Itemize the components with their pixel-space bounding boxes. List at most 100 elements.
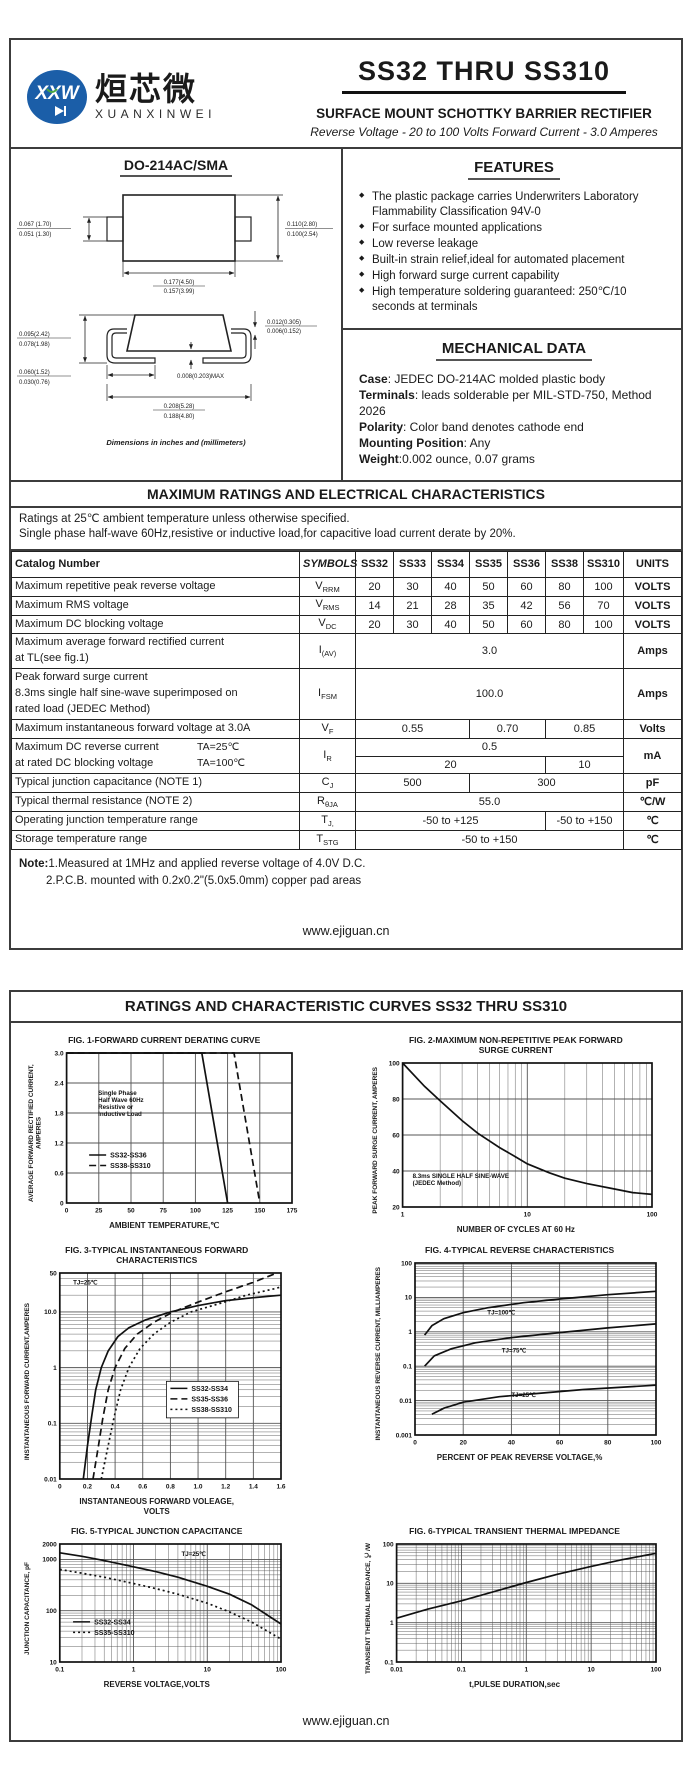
table-parameter-cell: Maximum DC reverse current TA=25℃ at rated… bbox=[11, 738, 300, 774]
y-tick-label: 1.8 bbox=[55, 1110, 64, 1117]
x-tick-label: 1.6 bbox=[276, 1484, 285, 1491]
parameter-line: at rated DC blocking voltage TA=100℃ bbox=[15, 756, 296, 772]
y-tick-label: 100 bbox=[46, 1608, 57, 1615]
table-value-cell: 100 bbox=[583, 614, 624, 635]
curves-section-title: RATINGS AND CHARACTERISTIC CURVES SS32 T… bbox=[11, 992, 681, 1023]
mech-label: Weight bbox=[359, 452, 399, 467]
parameter-line: Typical thermal resistance (NOTE 2) bbox=[15, 794, 193, 807]
figure-2-xlabel: NUMBER OF CYCLES AT 60 Hz bbox=[456, 1225, 575, 1235]
ratings-section-title: MAXIMUM RATINGS AND ELECTRICAL CHARACTER… bbox=[11, 482, 681, 508]
figure-3-plot: 0 0.2 0.4 0.6 0.8 1.0 1.2 1.4 1.6 0.01 0.1 1 10.0 50 T… bbox=[44, 1270, 286, 1491]
table-row: Typical junction capacitance (NOTE 1) CJ 5… bbox=[11, 772, 682, 793]
parameter-line: Maximum repetitive peak reverse voltage bbox=[15, 579, 216, 592]
table-units-cell: pF bbox=[623, 772, 682, 793]
table-value-cell: 60 bbox=[507, 576, 546, 597]
table-value-cell: 30 bbox=[393, 614, 432, 635]
mechanical-data-section: MECHANICAL DATA Case: JEDEC DO-214AC mol… bbox=[343, 330, 681, 480]
table-header-row: Catalog Number SYMBOLS SS32 SS33 SS34 SS… bbox=[11, 550, 682, 578]
parameter-line: at TL(see fig.1) bbox=[15, 652, 89, 665]
dim-label: 0.060(1.52) bbox=[19, 370, 50, 376]
table-units-cell: ℃/W bbox=[623, 791, 682, 812]
mechanical-line: Weight:0.002 ounce, 0.07 grams bbox=[359, 451, 669, 467]
company-name-en: XUANXINWEI bbox=[95, 106, 217, 121]
x-tick-label: 175 bbox=[287, 1207, 298, 1214]
dim-label: 0.067 (1.70) bbox=[19, 222, 51, 228]
x-tick-label: 1.4 bbox=[249, 1484, 258, 1491]
x-tick-label: 1.0 bbox=[193, 1484, 202, 1491]
mechanical-line: Polarity: Color band denotes cathode end bbox=[359, 419, 669, 435]
table-row: 20 10 bbox=[12, 755, 682, 774]
plot-border bbox=[413, 1262, 657, 1436]
table-parameter-cell: Maximum instantaneous forward voltage at… bbox=[11, 719, 300, 740]
table-symbol-cell: CJ bbox=[299, 772, 356, 793]
x-tick-label: 0 bbox=[413, 1439, 417, 1446]
ratings-tagline: Reverse Voltage - 20 to 100 Volts Forwar… bbox=[310, 125, 658, 139]
table-value-cell: 14 bbox=[355, 595, 394, 616]
x-tick-label: 1 bbox=[132, 1667, 136, 1674]
x-tick-label: 100 bbox=[190, 1207, 201, 1214]
table-symbol-cell: I(AV) bbox=[299, 633, 356, 670]
col-header-device: SS35 bbox=[469, 550, 508, 578]
figure-2-title: FIG. 2-MAXIMUM NON-REPETITIVE PEAK FORWA… bbox=[408, 1034, 623, 1055]
table-row: Typical thermal resistance (NOTE 2) RθJA 5… bbox=[11, 791, 682, 812]
parameter-line: Storage temperature range bbox=[15, 832, 148, 845]
company-name-cn: 烜芯微 bbox=[95, 70, 198, 107]
feature-item: Low reverse leakage bbox=[359, 237, 669, 252]
datasheet-page-2: RATINGS AND CHARACTERISTIC CURVES SS32 T… bbox=[9, 989, 683, 1743]
mech-label: Terminals bbox=[359, 387, 415, 402]
device-subtitle: SURFACE MOUNT SCHOTTKY BARRIER RECTIFIER bbox=[316, 106, 652, 121]
mech-text: :0.002 ounce, 0.07 grams bbox=[398, 452, 535, 467]
figure-2-ylabel: PEAK FORWARD SURGE CURRENT, AMPERES bbox=[371, 1066, 379, 1214]
table-value-cell: 80 bbox=[545, 576, 584, 597]
legend-label: SS35-SS36 bbox=[191, 1396, 228, 1403]
logo-mark-icon: XXW bbox=[27, 69, 87, 124]
x-tick-label: 0.1 bbox=[55, 1667, 64, 1674]
table-symbol-cell: VRRM bbox=[299, 576, 356, 597]
feature-item: The plastic package carries Underwriters… bbox=[359, 190, 669, 220]
col-header-device: SS38 bbox=[545, 550, 584, 578]
y-tick-label: 0.01 bbox=[399, 1398, 412, 1405]
x-tick-label: 100 bbox=[650, 1439, 661, 1446]
series-line bbox=[423, 1322, 656, 1367]
y-tick-label: 2.4 bbox=[55, 1080, 64, 1087]
x-tick-label: 0.2 bbox=[83, 1484, 92, 1491]
y-tick-label: 80 bbox=[392, 1096, 400, 1103]
mechanical-line: Terminals: leads solderable per MIL-STD-… bbox=[359, 387, 669, 419]
table-symbol-cell: VDC bbox=[299, 614, 356, 635]
series-line bbox=[82, 1294, 282, 1480]
legend-label: SS35-SS310 bbox=[94, 1630, 135, 1637]
series-line bbox=[92, 1272, 278, 1480]
table-value-cell: 100 bbox=[583, 576, 624, 597]
x-tick-label: 75 bbox=[160, 1207, 168, 1214]
table-value-cell: 40 bbox=[431, 576, 470, 597]
table-value-cell: 50 bbox=[469, 614, 508, 635]
table-units-cell: VOLTS bbox=[623, 614, 682, 635]
diode-symbol-icon bbox=[45, 105, 64, 116]
y-tick-label: 3.0 bbox=[55, 1050, 64, 1057]
figure-1-plot: 0 25 50 75 100 125 150 175 0 0.6 1.2 1.8 2.4 3.0 Singl… bbox=[55, 1050, 298, 1214]
y-tick-label: 1 bbox=[408, 1329, 412, 1336]
x-tick-label: 150 bbox=[255, 1207, 266, 1214]
y-tick-label: 10.0 bbox=[44, 1309, 57, 1316]
figure-3-title: FIG. 3-TYPICAL INSTANTANEOUS FORWARD CHA… bbox=[65, 1244, 249, 1265]
figure-4-xlabel: PERCENT OF PEAK REVERSE VOLTAGE,% bbox=[436, 1452, 603, 1462]
series-line bbox=[59, 1552, 282, 1626]
company-logo: XXW 烜芯微 XUANXINWEI bbox=[25, 54, 297, 139]
x-tick-label: 100 bbox=[276, 1667, 287, 1674]
table-value-cell: -50 to +125 bbox=[355, 810, 546, 831]
figure-6-title: FIG. 6-TYPICAL TRANSIENT THERMAL IMPEDAN… bbox=[409, 1526, 620, 1537]
parameter-line: Maximum average forward rectified curren… bbox=[15, 636, 225, 649]
table-value-cell: 20 bbox=[355, 755, 546, 774]
part-number-title: SS32 THRU SS310 bbox=[341, 56, 627, 94]
series-line bbox=[66, 1052, 229, 1204]
dim-label: 0.188(4.80) bbox=[164, 414, 195, 420]
x-tick-label: 60 bbox=[556, 1439, 564, 1446]
table-value-cell: 10 bbox=[545, 755, 624, 774]
table-parameter-cell: Typical thermal resistance (NOTE 2) bbox=[11, 791, 300, 812]
x-tick-label: 1.2 bbox=[221, 1484, 230, 1491]
dim-label: 0.030(0.76) bbox=[19, 380, 50, 386]
y-tick-label: 0.01 bbox=[44, 1476, 57, 1483]
figure-5-xlabel: REVERSE VOLTAGE,VOLTS bbox=[103, 1680, 210, 1690]
condition-text: TA=100℃ bbox=[197, 757, 246, 770]
